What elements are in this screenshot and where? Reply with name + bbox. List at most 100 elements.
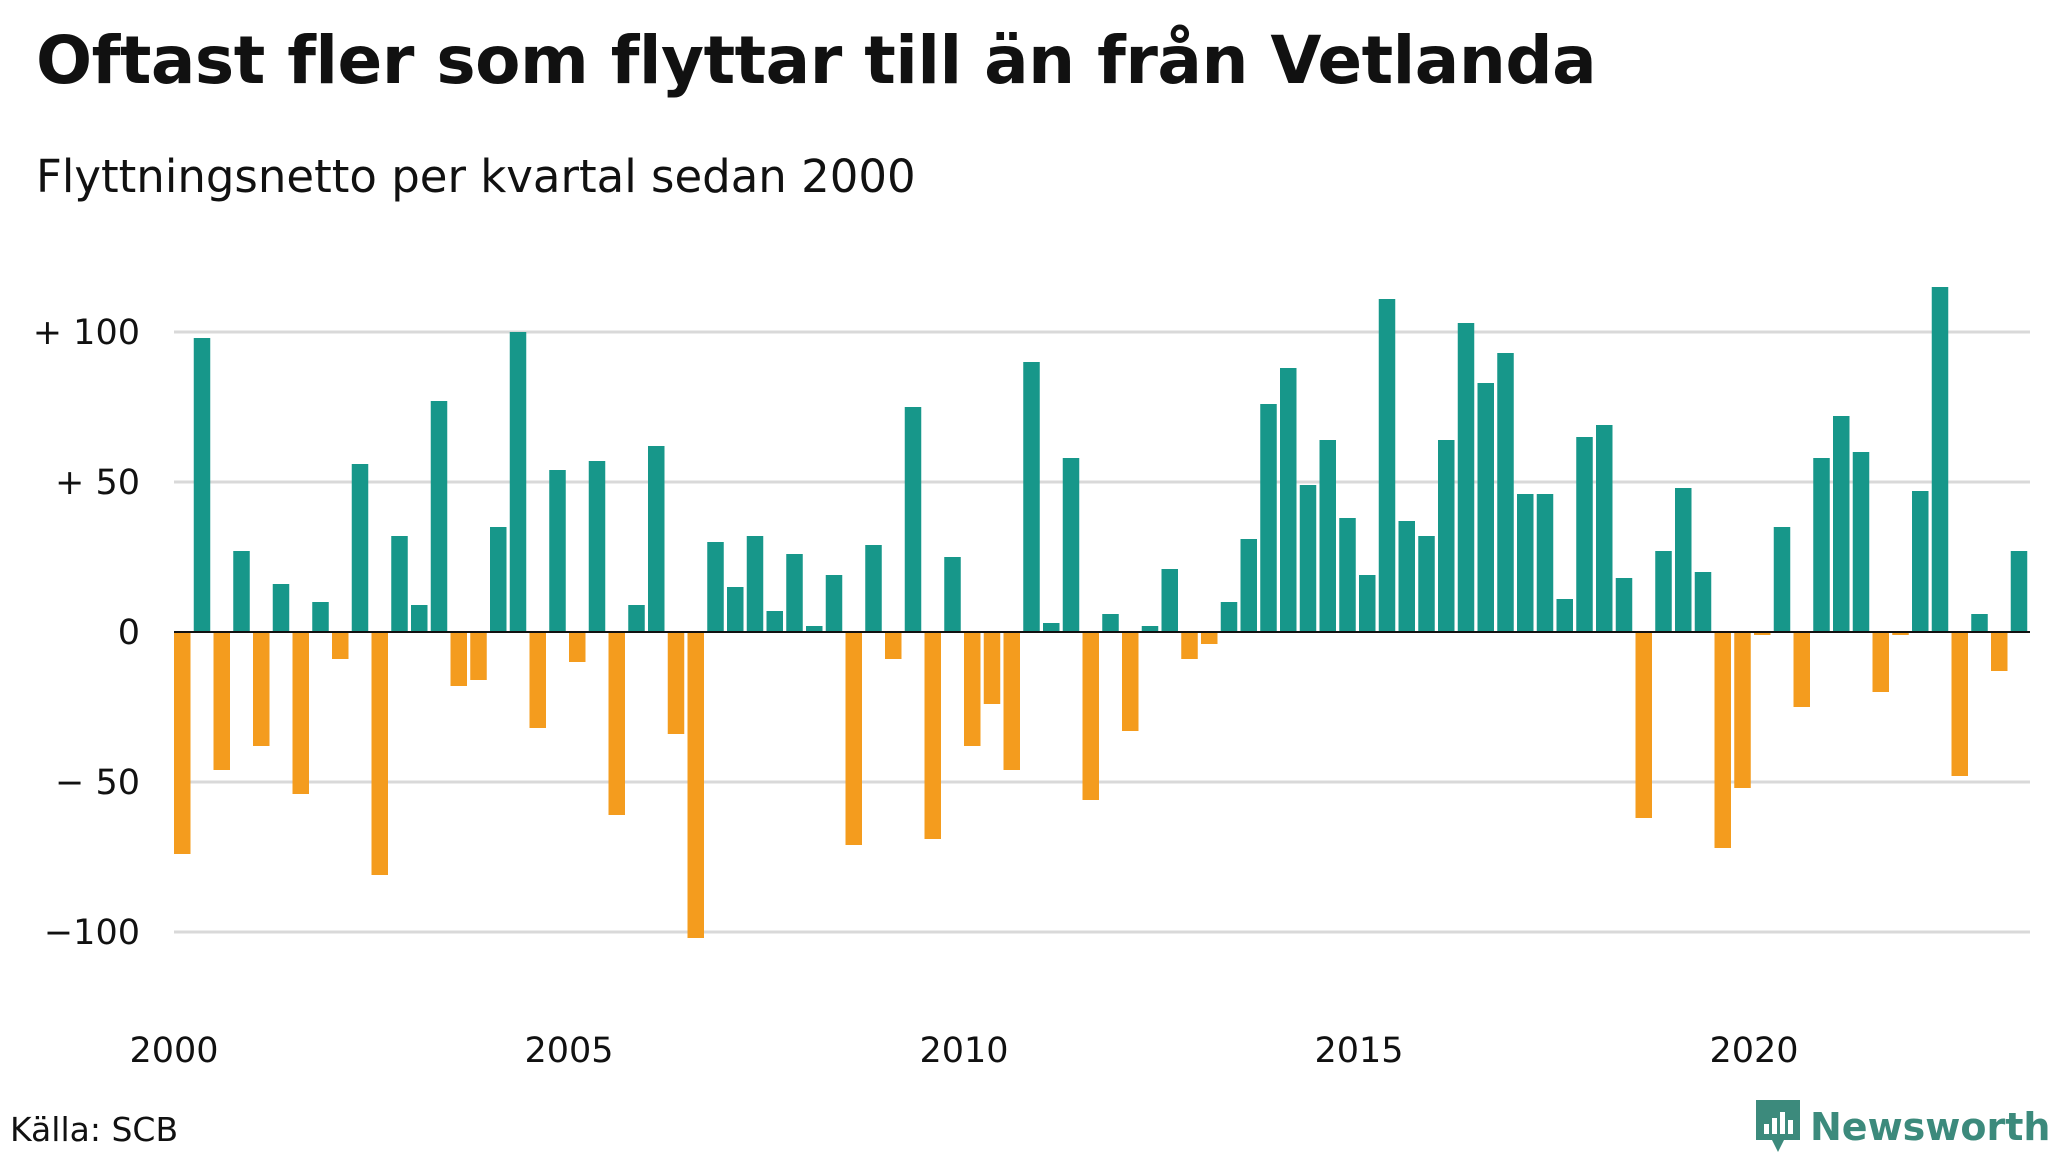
bar-2016Q3 xyxy=(1477,383,1494,632)
bar-2016Q1 xyxy=(1438,440,1455,632)
bar-2018Q3 xyxy=(1635,632,1652,818)
x-tick-label: 2000 xyxy=(129,1031,218,1071)
x-tick-label: 2020 xyxy=(1709,1031,1798,1071)
y-tick-label: 0 xyxy=(118,613,140,653)
bar-2021Q1 xyxy=(1833,416,1850,632)
bar-2022Q2 xyxy=(1931,287,1949,632)
y-tick-label: + 100 xyxy=(33,313,140,353)
bar-2005Q3 xyxy=(608,632,625,815)
y-tick-label: − 50 xyxy=(55,763,140,803)
bar-2021Q3 xyxy=(1872,632,1889,692)
bar-2022Q1 xyxy=(1912,491,1929,632)
bar-2008Q4 xyxy=(865,545,882,632)
bar-2014Q3 xyxy=(1319,440,1336,632)
bar-2005Q4 xyxy=(628,605,645,632)
bar-2012Q3 xyxy=(1161,569,1178,632)
bar-2001Q3 xyxy=(292,632,309,794)
bar-2020Q2 xyxy=(1773,527,1791,632)
bar-2011Q2 xyxy=(1062,458,1080,632)
bar-2002Q1 xyxy=(332,632,349,659)
bar-2011Q3 xyxy=(1082,632,1099,800)
bar-2019Q2 xyxy=(1694,572,1712,632)
bar-2008Q2 xyxy=(825,575,843,632)
bar-2003Q1 xyxy=(411,605,428,632)
bar-2005Q2 xyxy=(588,461,606,632)
bar-2017Q3 xyxy=(1556,599,1573,632)
bar-2018Q2 xyxy=(1615,578,1633,632)
bar-2019Q1 xyxy=(1675,488,1692,632)
bar-2013Q4 xyxy=(1260,404,1277,632)
bar-2020Q4 xyxy=(1813,458,1830,632)
bar-2006Q1 xyxy=(648,446,665,632)
y-tick-label: −100 xyxy=(44,913,140,953)
bar-2019Q3 xyxy=(1714,632,1731,848)
bar-2004Q4 xyxy=(549,470,566,632)
bar-2019Q4 xyxy=(1734,632,1751,788)
bar-2001Q1 xyxy=(253,632,270,746)
bar-2015Q3 xyxy=(1398,521,1415,632)
bar-2018Q4 xyxy=(1655,551,1672,632)
bar-2017Q1 xyxy=(1517,494,1534,632)
bar-2002Q2 xyxy=(351,464,369,632)
bar-2010Q2 xyxy=(983,632,1001,704)
bar-2016Q2 xyxy=(1457,323,1475,632)
bar-2003Q2 xyxy=(430,401,448,632)
bar-2007Q3 xyxy=(766,611,783,632)
bar-2007Q1 xyxy=(727,587,744,632)
bar-2002Q3 xyxy=(371,632,388,875)
bar-2002Q4 xyxy=(391,536,408,632)
bar-2021Q4 xyxy=(1892,632,1909,635)
bar-2000Q1 xyxy=(174,632,191,854)
bar-2013Q1 xyxy=(1201,632,1218,644)
bar-2004Q2 xyxy=(509,332,527,632)
bar-2009Q4 xyxy=(944,557,961,632)
bar-2012Q1 xyxy=(1122,632,1139,731)
bar-2005Q1 xyxy=(569,632,586,662)
bar-2014Q4 xyxy=(1339,518,1356,632)
bar-2004Q1 xyxy=(490,527,507,632)
bar-2020Q3 xyxy=(1793,632,1810,707)
bar-2003Q3 xyxy=(450,632,467,686)
chart-subtitle: Flyttningsnetto per kvartal sedan 2000 xyxy=(36,150,916,203)
bar-2017Q2 xyxy=(1536,494,1554,632)
bar-2003Q4 xyxy=(470,632,487,680)
source-note: Källa: SCB xyxy=(10,1110,179,1149)
bar-2020Q1 xyxy=(1754,632,1771,635)
bar-2012Q4 xyxy=(1181,632,1198,659)
bar-2015Q4 xyxy=(1418,536,1435,632)
bar-2023Q2 xyxy=(2010,551,2028,632)
bar-2010Q4 xyxy=(1023,362,1040,632)
bar-2004Q3 xyxy=(529,632,546,728)
bar-2018Q1 xyxy=(1596,425,1613,632)
bar-2009Q3 xyxy=(924,632,941,839)
bar-2013Q3 xyxy=(1240,539,1257,632)
x-tick-label: 2005 xyxy=(524,1031,613,1071)
bar-2009Q2 xyxy=(904,407,922,632)
brand-name: Newsworthy xyxy=(1810,1105,2048,1149)
bar-2000Q3 xyxy=(213,632,230,770)
bar-2007Q2 xyxy=(746,536,764,632)
bar-2023Q1 xyxy=(1991,632,2008,671)
bar-2015Q2 xyxy=(1378,299,1396,632)
bar-2022Q3 xyxy=(1951,632,1968,776)
bar-2006Q4 xyxy=(707,542,724,632)
bar-2012Q2 xyxy=(1141,626,1159,632)
x-tick-label: 2015 xyxy=(1314,1031,1403,1071)
bar-2009Q1 xyxy=(885,632,902,659)
bar-2008Q3 xyxy=(845,632,862,845)
bar-2010Q1 xyxy=(964,632,981,746)
bar-2021Q2 xyxy=(1852,452,1870,632)
bar-2017Q4 xyxy=(1576,437,1593,632)
bar-2011Q4 xyxy=(1102,614,1119,632)
bar-2006Q2 xyxy=(667,632,685,734)
bar-chart: + 100 + 50 0 − 50 −100 2000 2005 2010 2015 2020 xyxy=(33,287,2030,1071)
bar-2006Q3 xyxy=(687,632,704,938)
bar-2010Q3 xyxy=(1003,632,1020,770)
bar-2007Q4 xyxy=(786,554,803,632)
bar-2000Q2 xyxy=(193,338,211,632)
x-tick-label: 2010 xyxy=(919,1031,1008,1071)
bar-2008Q1 xyxy=(806,626,823,632)
bar-2014Q2 xyxy=(1299,485,1317,632)
y-tick-label: + 50 xyxy=(55,463,140,503)
bar-2001Q4 xyxy=(312,602,329,632)
